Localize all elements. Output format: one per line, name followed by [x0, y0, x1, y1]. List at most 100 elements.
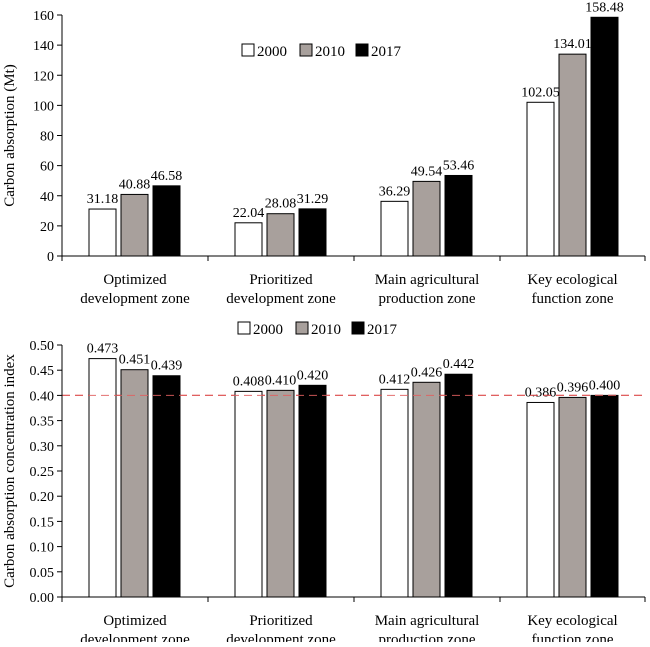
data-label: 134.01	[553, 37, 592, 52]
legend-swatch-2017	[351, 321, 365, 335]
data-label: 28.08	[265, 197, 297, 212]
y-tick-label: 0.25	[30, 465, 55, 480]
y-tick-label: 0.30	[30, 440, 55, 455]
y-tick-label: 0.35	[30, 415, 55, 430]
category-label: function zone	[531, 291, 613, 307]
y-tick-label: 0.45	[30, 364, 55, 379]
y-tick-label: 0.40	[30, 389, 55, 404]
data-label: 0.426	[411, 365, 443, 380]
bar-2010-2	[266, 389, 295, 598]
y-tick-label: 160	[33, 9, 54, 24]
y-tick-label: 40	[40, 190, 54, 205]
legend-swatch-2010	[299, 43, 313, 57]
bar-2000-3	[380, 200, 409, 257]
bar-2000-2	[234, 390, 263, 598]
y-tick-label: 60	[40, 160, 54, 175]
category-label: Key ecological	[527, 272, 617, 288]
data-label: 53.46	[443, 158, 475, 173]
bar-2010-2	[266, 213, 295, 257]
data-label: 46.58	[151, 169, 183, 184]
data-label: 40.88	[119, 177, 151, 192]
chart-2: 0.00 0.05 0.10 0.15 0.20 0.25 0.30 0.35 0.40 0.45…	[2, 321, 646, 647]
y-tick-label: 80	[40, 130, 54, 145]
data-label: 0.439	[151, 359, 183, 374]
legend-label: 2010	[315, 44, 345, 60]
bar-2010-4	[558, 53, 587, 257]
data-label: 31.18	[87, 192, 119, 207]
bar-2017-3	[444, 174, 473, 257]
legend-label: 2000	[253, 322, 283, 338]
data-label: 0.451	[119, 353, 151, 368]
data-label: 0.420	[297, 368, 329, 383]
legend: 2000 2010 2017	[237, 321, 398, 338]
category-label: Main agricultural	[375, 272, 480, 288]
legend-swatch-2017	[355, 43, 369, 57]
y-tick-label: 0	[47, 250, 54, 265]
data-label: 0.396	[557, 380, 589, 395]
category-label: development zone	[226, 632, 336, 642]
data-label: 49.54	[411, 164, 443, 179]
y-tick-label: 0.20	[30, 490, 55, 505]
legend-label: 2000	[257, 44, 287, 60]
data-label: 0.410	[265, 373, 297, 388]
bar-2017-1	[152, 185, 181, 257]
y-tick-label: 0.15	[30, 515, 55, 530]
y-tick-label: 0.10	[30, 541, 55, 556]
data-label: 36.29	[379, 184, 411, 199]
data-label: 158.48	[585, 0, 624, 15]
data-label: 31.29	[297, 192, 329, 207]
category-label: Prioritized	[249, 272, 313, 288]
category-label: development zone	[226, 291, 336, 307]
y-tick-label: 0.00	[30, 591, 55, 606]
bar-2000-4	[526, 401, 555, 598]
bar-2017-4	[590, 16, 619, 257]
y-tick-label: 140	[33, 39, 54, 54]
bar-2010-1	[120, 369, 149, 598]
category-label: production zone	[378, 291, 475, 307]
y-tick-label: 100	[33, 99, 54, 114]
category-label: Prioritized	[249, 613, 313, 629]
bar-2017-1	[152, 375, 181, 598]
legend-label: 2010	[311, 322, 341, 338]
category-label: Key ecological	[527, 613, 617, 629]
y-tick-label: 120	[33, 69, 54, 84]
legend: 2000 2010 2017	[241, 43, 402, 60]
category-label: Optimized	[103, 272, 167, 288]
bar-2010-3	[412, 180, 441, 257]
data-label: 0.473	[87, 342, 119, 357]
category-label: production zone	[378, 632, 475, 642]
bar-2017-3	[444, 373, 473, 598]
bar-2010-3	[412, 381, 441, 598]
bar-2000-3	[380, 388, 409, 598]
y-tick-label: 0.05	[30, 566, 55, 581]
legend-swatch-2010	[295, 321, 309, 335]
category-label: development zone	[80, 291, 190, 307]
category-label: Optimized	[103, 613, 167, 629]
bar-2000-4	[526, 101, 555, 257]
data-label: 0.412	[379, 372, 411, 387]
legend-swatch-2000	[237, 321, 251, 335]
category-label: Main agricultural	[375, 613, 480, 629]
data-label: 0.386	[525, 385, 557, 400]
category-label: development zone	[80, 632, 190, 642]
legend-label: 2017	[371, 44, 402, 60]
data-label: 102.05	[521, 85, 560, 100]
legend-swatch-2000	[241, 43, 255, 57]
category-label: function zone	[531, 632, 613, 642]
data-label: 0.442	[443, 357, 475, 372]
bar-2010-4	[558, 396, 587, 598]
y-tick-label: 20	[40, 220, 54, 235]
bar-2000-1	[88, 208, 117, 257]
data-label: 22.04	[233, 206, 265, 221]
bar-2000-1	[88, 358, 117, 598]
y-tick-label: 0.50	[30, 339, 55, 354]
data-label: 0.400	[589, 378, 621, 393]
bar-2017-2	[298, 208, 327, 257]
chart-1: 0 20 40 60 80 100 120 140 160 31.18 22.04 36.29 102.…	[2, 0, 646, 307]
y-axis-label: Carbon absorption (Mt)	[2, 64, 18, 206]
y-axis-label: Carbon absorption concentration index	[2, 354, 18, 588]
legend-label: 2017	[367, 322, 398, 338]
bar-2010-1	[120, 193, 149, 257]
